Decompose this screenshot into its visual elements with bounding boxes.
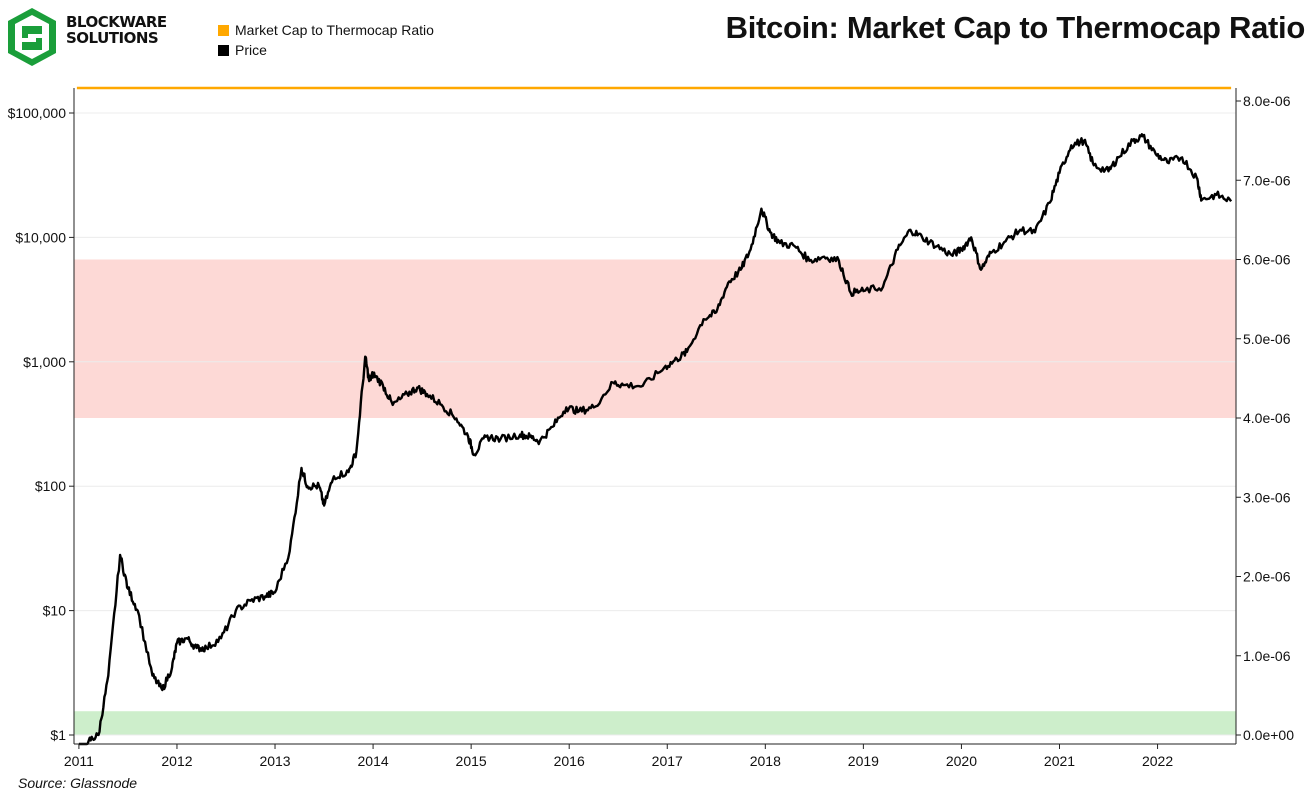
right-tick-label: 6.0e-06 <box>1243 252 1291 268</box>
x-tick-label: 2015 <box>456 753 487 769</box>
band-top-zone <box>74 259 1236 418</box>
x-tick-label: 2011 <box>64 753 94 769</box>
right-tick-label: 2.0e-06 <box>1243 569 1291 585</box>
right-tick-label: 8.0e-06 <box>1243 93 1291 109</box>
x-tick-label: 2012 <box>161 753 192 769</box>
brand-name: BLOCKWARE SOLUTIONS <box>66 14 167 46</box>
x-tick-label: 2021 <box>1044 753 1075 769</box>
left-tick-label: $1 <box>50 727 66 743</box>
left-tick-label: $1,000 <box>23 354 66 370</box>
left-tick-label: $10,000 <box>15 229 66 245</box>
axes: $1 $10 $100 $1,000 $10,000 $100,000 0.0e+00 1.0… <box>8 88 1294 769</box>
right-tick-label: 0.0e+00 <box>1243 727 1294 743</box>
left-tick-label: $100 <box>35 478 66 494</box>
legend-swatch-price <box>218 44 229 56</box>
header: BLOCKWARE SOLUTIONS Market Cap to Thermo… <box>0 0 1313 88</box>
legend-item-ratio: Market Cap to Thermocap Ratio <box>218 20 434 40</box>
legend-label-ratio: Market Cap to Thermocap Ratio <box>235 22 434 38</box>
right-tick-label: 1.0e-06 <box>1243 648 1291 664</box>
legend-swatch-ratio <box>218 24 229 36</box>
right-tick-label: 7.0e-06 <box>1243 172 1291 188</box>
x-tick-label: 2022 <box>1142 753 1173 769</box>
source-note: Source: Glassnode <box>18 775 138 791</box>
band-bottom-zone <box>74 711 1236 735</box>
x-tick-label: 2018 <box>750 753 781 769</box>
chart-title: Bitcoin: Market Cap to Thermocap Ratio <box>725 10 1306 45</box>
price-line <box>78 133 1233 746</box>
x-tick-label: 2017 <box>652 753 683 769</box>
left-tick-label: $100,000 <box>8 105 67 121</box>
blockware-logo-icon <box>8 8 56 66</box>
left-tick-label: $10 <box>43 603 67 619</box>
x-tick-label: 2019 <box>848 753 879 769</box>
x-tick-label: 2014 <box>358 753 389 769</box>
legend: Market Cap to Thermocap Ratio Price <box>218 20 434 60</box>
x-tick-label: 2016 <box>554 753 585 769</box>
legend-label-price: Price <box>235 42 267 58</box>
series-lines <box>76 86 1233 746</box>
x-tick-label: 2013 <box>259 753 290 769</box>
right-tick-label: 4.0e-06 <box>1243 410 1291 426</box>
x-tick-label: 2020 <box>946 753 977 769</box>
zone-bands <box>74 259 1236 735</box>
brand-line-2: SOLUTIONS <box>66 29 159 47</box>
right-tick-label: 5.0e-06 <box>1243 331 1291 347</box>
legend-item-price: Price <box>218 40 434 60</box>
right-tick-label: 3.0e-06 <box>1243 489 1291 505</box>
brand-line-1: BLOCKWARE <box>66 13 167 31</box>
gridlines <box>74 112 1236 736</box>
